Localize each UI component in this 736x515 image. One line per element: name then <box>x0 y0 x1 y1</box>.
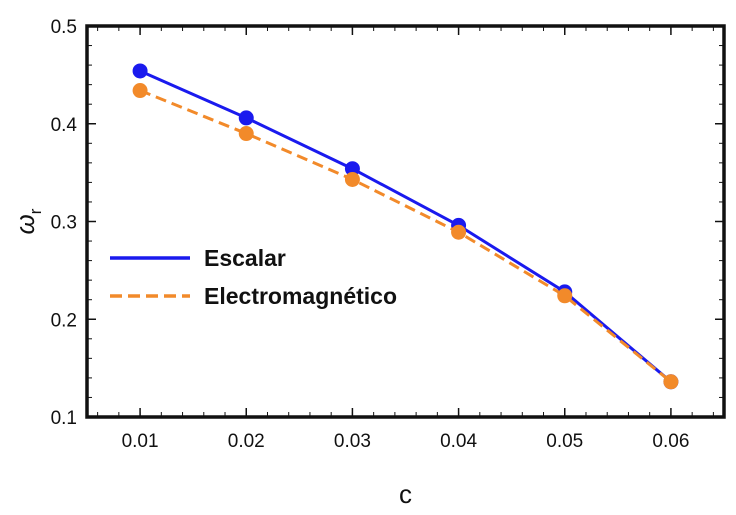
legend-label: Escalar <box>204 245 286 271</box>
plot-frame <box>85 24 726 419</box>
y-tick-label: 0.1 <box>51 408 77 429</box>
y-tick-label: 0.4 <box>51 115 78 136</box>
y-tick-label: 0.3 <box>51 213 77 234</box>
data-point <box>132 83 148 99</box>
x-axis-label: c <box>399 479 412 509</box>
data-point <box>344 161 360 177</box>
x-tick-label: 0.03 <box>334 431 371 452</box>
axis-labels: ωr c <box>10 208 412 509</box>
x-tick-label: 0.06 <box>652 431 689 452</box>
legend-item: Escalar <box>110 245 286 271</box>
y-tick-label: 0.2 <box>51 310 77 331</box>
data-point <box>132 63 148 79</box>
legend-label: Electromagnético <box>204 283 397 309</box>
data-point <box>238 110 254 126</box>
data-point <box>557 288 573 304</box>
data-point <box>238 126 254 142</box>
y-axis-label-subscript: r <box>26 208 45 214</box>
data-point <box>451 224 467 240</box>
series-line <box>139 69 672 383</box>
ticks-layer: 0.01 0.02 0.03 0.04 0.05 0.06 0.1 0.2 0.3 0.4 0.5 <box>51 17 724 452</box>
y-axis-label: ωr <box>10 208 45 234</box>
series-line <box>139 89 672 383</box>
legend: Escalar Electromagnético <box>110 245 397 309</box>
x-tick-label: 0.02 <box>228 431 265 452</box>
series-2 <box>132 83 679 390</box>
y-axis-label-main: ω <box>10 214 40 234</box>
x-tick-label: 0.04 <box>440 431 477 452</box>
series-1 <box>132 63 679 390</box>
series-layer <box>132 63 679 390</box>
x-tick-label: 0.01 <box>122 431 159 452</box>
y-tick-label: 0.5 <box>51 17 77 38</box>
data-point <box>344 171 360 187</box>
x-tick-label: 0.05 <box>546 431 583 452</box>
legend-item: Electromagnético <box>110 283 397 309</box>
data-point <box>663 374 679 390</box>
